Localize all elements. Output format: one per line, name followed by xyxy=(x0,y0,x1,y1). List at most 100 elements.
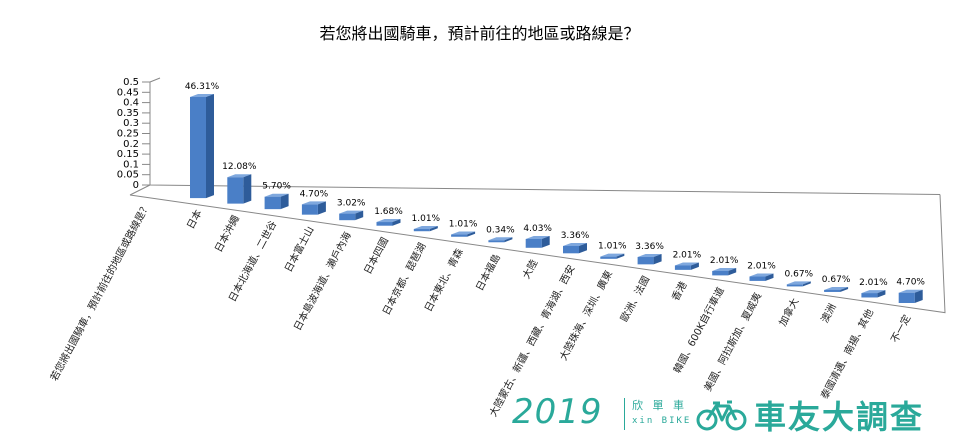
category-label: 日本福島 xyxy=(473,252,503,293)
y-tick-label: 0 xyxy=(133,180,139,191)
chart-bars xyxy=(190,93,923,303)
bar-side xyxy=(243,174,252,204)
bar-front xyxy=(786,284,803,287)
y-tick-label: 0.5 xyxy=(123,77,139,88)
category-label: 日本四國 xyxy=(361,235,391,276)
value-label: 0.67% xyxy=(785,269,814,279)
bar-side xyxy=(317,201,326,215)
bar-top xyxy=(488,237,513,241)
bar-side xyxy=(840,286,849,292)
category-label: 香港 xyxy=(670,280,690,303)
brand-event-title: 車友大調查 xyxy=(754,398,925,436)
bar xyxy=(451,231,476,237)
bar-side xyxy=(429,226,438,232)
category-label: 日本沖繩 xyxy=(212,213,242,254)
bar xyxy=(413,226,438,232)
y-tick-label: 0.35 xyxy=(117,108,139,119)
bar xyxy=(525,235,550,248)
bar xyxy=(376,219,401,226)
value-label: 1.68% xyxy=(374,207,403,217)
bar xyxy=(712,268,737,276)
value-label: 5.70% xyxy=(262,182,291,192)
brand-banner: 2019 欣 單 車 xin BIKE 車友大調查 xyxy=(512,392,952,438)
y-tick-label: 0.15 xyxy=(117,149,139,160)
bar-side xyxy=(504,237,513,243)
bar xyxy=(264,193,289,210)
y-tick-label: 0.2 xyxy=(123,139,139,150)
category-label: 日本東北、青森 xyxy=(421,246,465,314)
bar-front xyxy=(712,271,729,276)
chart-title: 若您將出國騎車，預計前往的地區或路線是？ xyxy=(319,24,640,43)
y-tick-label: 0.3 xyxy=(123,118,139,129)
value-labels: 46.31% 12.08% 5.70% 4.70% 3.02% 1.68% 1.01% 1.0… xyxy=(185,82,926,288)
bar xyxy=(861,290,886,298)
category-label: 日本 xyxy=(184,207,205,231)
bar-front xyxy=(488,240,505,243)
bar-front xyxy=(600,256,617,259)
bar-front xyxy=(339,213,356,221)
category-label: 加拿大 xyxy=(776,296,802,329)
bar-side xyxy=(206,93,214,199)
bar-front xyxy=(525,238,542,248)
bar xyxy=(786,281,811,287)
y-tick-label: 0.45 xyxy=(117,87,139,98)
value-label: 1.01% xyxy=(598,242,627,252)
bar xyxy=(563,242,587,254)
bar xyxy=(749,273,774,281)
value-label: 3.36% xyxy=(561,231,590,241)
bar xyxy=(637,254,662,265)
bar xyxy=(301,201,326,215)
value-label: 2.01% xyxy=(859,278,888,288)
category-label: 歐洲、法國 xyxy=(617,274,652,324)
bar-side xyxy=(802,281,811,287)
bar-top xyxy=(600,253,625,257)
y-tick-label: 0.05 xyxy=(117,170,139,181)
value-label: 46.31% xyxy=(185,82,220,92)
bar-side xyxy=(653,254,662,265)
category-label: 大陸 xyxy=(519,257,540,281)
bar xyxy=(190,93,214,199)
floor-left-edge xyxy=(129,184,151,196)
wall-top-edge xyxy=(149,77,161,83)
value-label: 2.01% xyxy=(747,262,776,272)
bar-side xyxy=(877,290,886,298)
value-label: 0.34% xyxy=(486,225,515,235)
value-label: 4.70% xyxy=(300,189,329,199)
bar-side xyxy=(541,235,550,248)
bar xyxy=(898,289,923,303)
bar-side xyxy=(690,262,699,270)
category-label: 澳洲 xyxy=(818,301,839,325)
value-label: 3.02% xyxy=(337,199,366,209)
bar-front xyxy=(451,234,468,237)
brand-name-en: xin BIKE xyxy=(632,416,692,426)
bar-front xyxy=(749,276,766,281)
bar-side xyxy=(355,210,364,221)
floor-front-edge xyxy=(129,194,946,314)
bar-side xyxy=(765,273,774,281)
value-label: 4.03% xyxy=(523,224,552,234)
bar-side xyxy=(914,289,923,303)
y-tick-label: 0.1 xyxy=(123,159,139,170)
bar-front xyxy=(413,229,430,232)
bar xyxy=(488,237,513,243)
value-label: 3.36% xyxy=(635,242,664,252)
category-label: 不一定 xyxy=(888,312,914,345)
bar-front xyxy=(264,196,281,210)
bar-front xyxy=(637,257,654,265)
bicycle-icon xyxy=(696,400,747,431)
value-label: 4.70% xyxy=(896,278,925,288)
bar-side xyxy=(467,231,476,237)
bar-front xyxy=(227,177,244,204)
bar-side xyxy=(280,193,289,210)
brand-divider xyxy=(624,398,625,430)
bar-front xyxy=(190,96,206,199)
y-axis-ticks: 0.50.450.40.350.30.250.20.150.10.050 xyxy=(117,77,150,191)
bar-front xyxy=(301,204,318,215)
y-tick-label: 0.25 xyxy=(117,129,139,140)
bar-front xyxy=(861,293,878,298)
bar xyxy=(600,253,625,259)
x-axis-label: 若您將出國騎車，預計前往的地區或路線是？ xyxy=(47,200,152,383)
y-tick-label: 0.4 xyxy=(123,98,139,109)
